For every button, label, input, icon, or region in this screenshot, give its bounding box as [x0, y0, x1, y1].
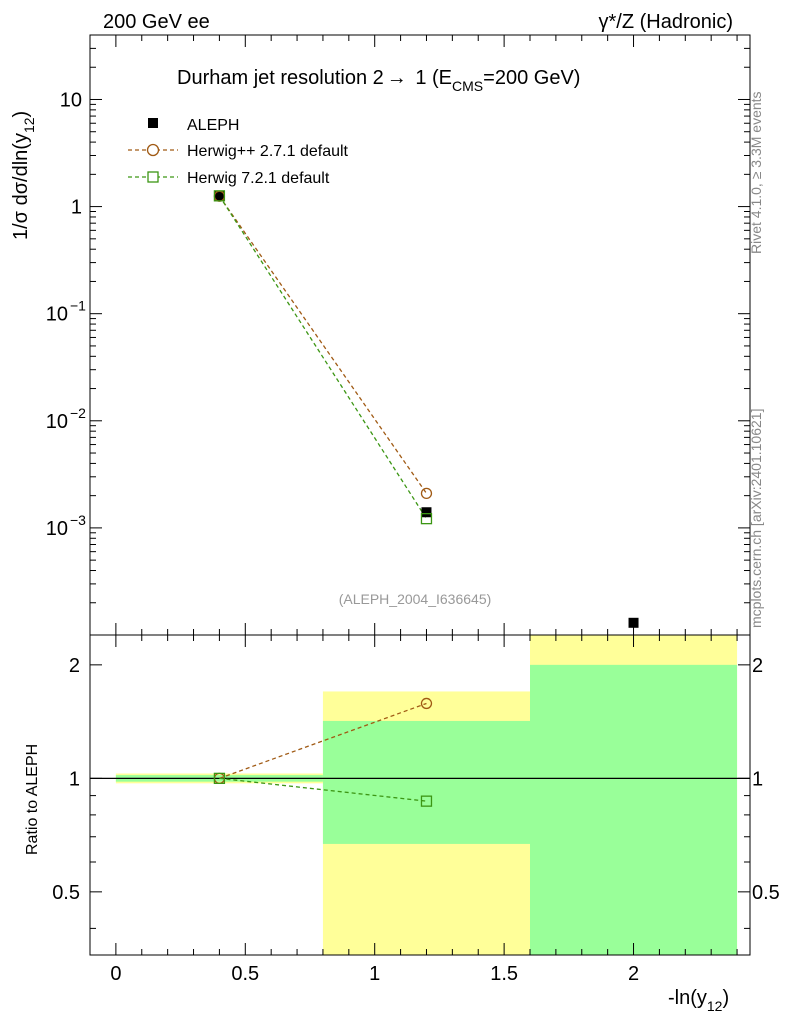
y-tick-label-exponent: −1: [70, 298, 86, 314]
legend-marker-herwigpp: [146, 143, 160, 157]
legend-marker-herwig7: [147, 171, 159, 183]
ratio-tick-label-left: 1: [69, 768, 80, 790]
header-energy: 200 GeV ee: [103, 11, 210, 33]
uncertainty-band-green-1: [322, 720, 530, 844]
analysis-id-watermark: (ALEPH_2004_I636645): [339, 591, 492, 607]
x-tick-label: 1.5: [490, 963, 518, 985]
y-tick-label: 10: [46, 411, 68, 433]
ratio-y-axis-label: Ratio to ALEPH: [24, 744, 41, 855]
rivet-version-label: Rivet 4.1.0, ≥ 3.3M events: [748, 91, 764, 254]
uncertainty-band-green-2: [530, 664, 738, 955]
series-line-1: [218, 195, 428, 519]
header-process: γ*/Z (Hadronic): [599, 11, 733, 33]
aleph-data-point: [421, 507, 432, 518]
herwig7-ratio-point: [420, 795, 433, 807]
x-tick-label: 1: [369, 963, 380, 985]
y-tick-label: 1: [71, 197, 82, 219]
x-tick-label: 0: [110, 963, 121, 985]
legend-marker-aleph: [148, 118, 158, 128]
y-tick-label: 10: [60, 89, 82, 111]
ratio-plot-frame: [89, 634, 751, 956]
herwig7-ratio-point: [213, 772, 226, 785]
legend-label-herwigpp: Herwig++ 2.7.1 default: [187, 143, 349, 160]
y-tick-label-exponent: −2: [70, 405, 86, 421]
x-tick-label: 0.5: [231, 963, 259, 985]
aleph-data-point: [628, 617, 639, 628]
legend-label-aleph: ALEPH: [187, 117, 239, 134]
ratio-tick-label-right: 0.5: [752, 882, 780, 904]
ratio-tick-label-right: 2: [752, 655, 763, 677]
legend: ALEPH Herwig++ 2.7.1 default Herwig 7.2.…: [128, 117, 349, 187]
y-tick-label: 10: [46, 304, 68, 326]
series-line-0: [218, 195, 428, 494]
herwigpp-point: [420, 487, 433, 500]
y-tick-label-exponent: −3: [70, 512, 86, 528]
ratio-tick-label-left: 0.5: [52, 882, 80, 904]
herwig7-point: [420, 512, 433, 525]
x-tick-label: 2: [628, 963, 639, 985]
ratio-tick-label-left: 2: [69, 655, 80, 677]
herwig7-point: [213, 190, 226, 202]
y-axis-label: 1/σ dσ/dln(y12): [10, 111, 37, 240]
ratio-tick-label-right: 1: [752, 768, 763, 790]
ratio-bands: [115, 635, 738, 955]
legend-label-herwig7: Herwig 7.2.1 default: [187, 170, 330, 187]
aleph-data-point: [214, 191, 225, 202]
plot-title: Durham jet resolution 2 → 1 (ECMS=200 GeV…: [177, 67, 580, 94]
y-tick-label: 10: [46, 518, 68, 540]
ratio-series-line-0: [219, 702, 427, 779]
mcplots-label: mcplots.cern.ch [arXiv:2401.10621]: [748, 409, 764, 628]
herwigpp-ratio-point: [420, 697, 433, 710]
data-marks: [90, 190, 750, 807]
x-axis-label: -ln(y12): [668, 987, 729, 1014]
